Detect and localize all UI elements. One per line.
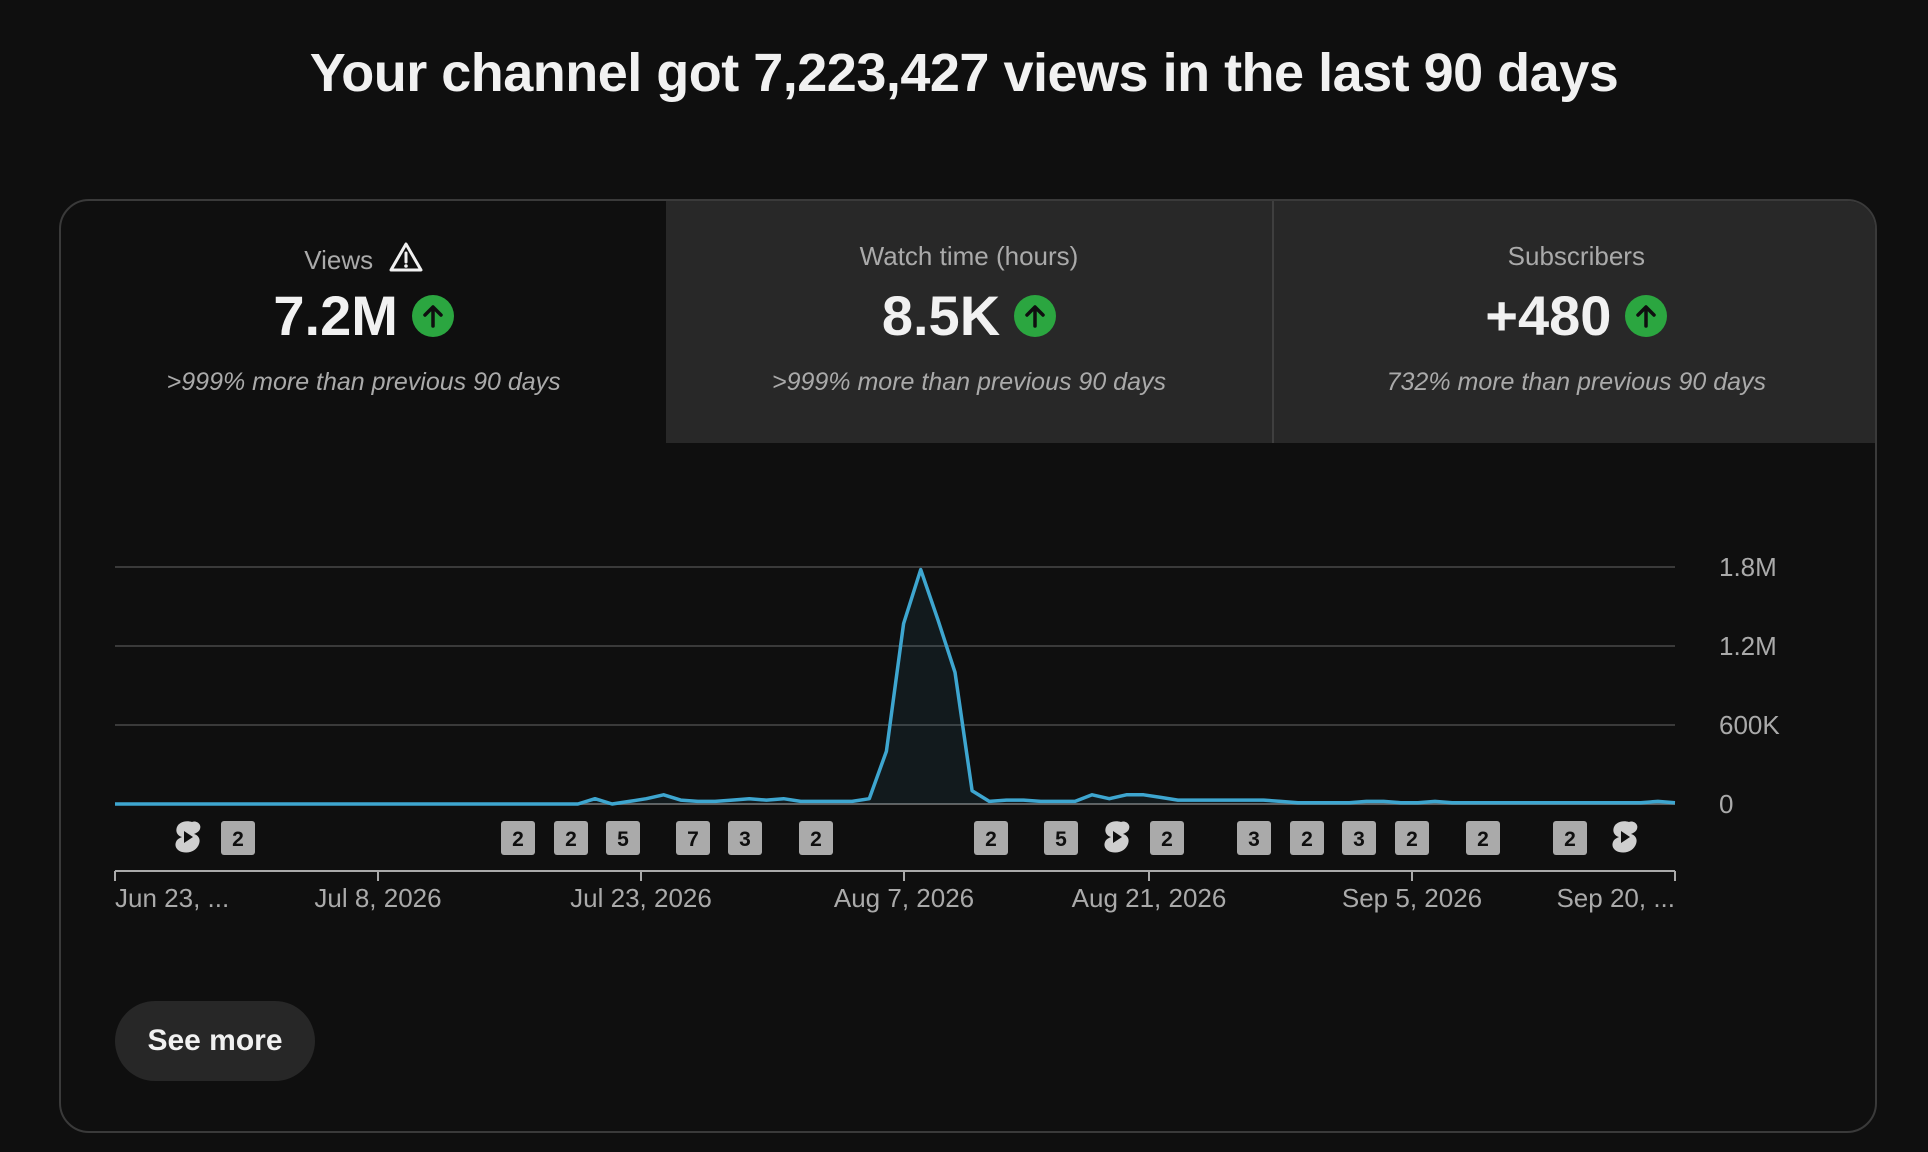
upload-count-label: 3	[1353, 828, 1365, 851]
upload-count-label: 5	[1055, 828, 1067, 851]
upload-count-marker	[974, 821, 1008, 855]
y-tick-label: 0	[1719, 789, 1733, 819]
y-tick-label: 1.8M	[1719, 552, 1777, 582]
upload-count-marker	[1553, 821, 1587, 855]
upload-count-marker	[728, 821, 762, 855]
tab-subscribers-comparison: 732% more than previous 90 days	[1386, 368, 1767, 396]
upload-count-label: 2	[810, 828, 822, 851]
upload-count-label: 2	[1161, 828, 1173, 851]
shorts-icon	[1612, 821, 1638, 853]
tab-watch-time[interactable]: Watch time (hours) 8.5K >999% more than …	[666, 201, 1272, 443]
upload-count-marker	[501, 821, 535, 855]
upload-count-label: 2	[565, 828, 577, 851]
x-tick-label: Jul 23, 2026	[570, 883, 712, 913]
views-area	[115, 569, 1675, 804]
upload-count-marker	[799, 821, 833, 855]
upload-count-label: 2	[512, 828, 524, 851]
analytics-card: Views 7.2M >999% more than previous 90 d…	[59, 199, 1877, 1133]
warning-triangle-icon[interactable]	[389, 241, 423, 280]
x-tick-label: Aug 21, 2026	[1072, 883, 1227, 913]
tab-views-value: 7.2M	[273, 284, 398, 347]
upload-count-marker	[676, 821, 710, 855]
tab-subscribers-label: Subscribers	[1507, 241, 1645, 271]
tab-watch-time-label: Watch time (hours)	[859, 241, 1079, 271]
tab-views[interactable]: Views 7.2M >999% more than previous 90 d…	[61, 201, 666, 443]
upload-count-marker	[221, 821, 255, 855]
tab-watch-time-comparison: >999% more than previous 90 days	[771, 368, 1166, 396]
upload-count-marker	[1342, 821, 1376, 855]
upload-count-marker	[1044, 821, 1078, 855]
upload-count-marker	[1395, 821, 1429, 855]
page-headline: Your channel got 7,223,427 views in the …	[309, 43, 1619, 103]
shorts-icon	[1104, 821, 1130, 853]
x-tick-label: Jul 8, 2026	[314, 883, 441, 913]
x-tick-label: Sep 5, 2026	[1342, 883, 1482, 913]
views-chart[interactable]: 1.8M 1.2M 600K 0 Jun 23, ... Jul 8, 2026 Jul 2…	[61, 443, 1875, 1003]
upload-count-marker	[1466, 821, 1500, 855]
tab-views-comparison: >999% more than previous 90 days	[166, 368, 561, 396]
shorts-icon	[175, 821, 201, 853]
y-tick-label: 1.2M	[1719, 631, 1777, 661]
upload-count-label: 2	[1301, 828, 1313, 851]
views-series-line	[115, 567, 1676, 806]
arrow-up-icon	[1625, 294, 1668, 337]
upload-count-marker	[606, 821, 640, 855]
upload-count-label: 3	[1248, 828, 1260, 851]
x-tick-label: Jun 23, ...	[115, 883, 229, 913]
upload-count-label: 2	[232, 828, 244, 851]
tab-watch-time-value: 8.5K	[881, 284, 1001, 347]
upload-count-label: 2	[1406, 828, 1418, 851]
arrow-up-icon	[411, 294, 454, 337]
x-tick-label: Aug 7, 2026	[834, 883, 974, 913]
x-tick-label: Sep 20, ...	[1556, 883, 1675, 913]
arrow-up-icon	[1014, 294, 1057, 337]
upload-count-label: 2	[1477, 828, 1489, 851]
upload-count-label: 3	[739, 828, 751, 851]
upload-count-label: 2	[985, 828, 997, 851]
upload-count-label: 7	[687, 828, 699, 851]
upload-count-marker	[554, 821, 588, 855]
metric-tabs: Views 7.2M >999% more than previous 90 d…	[61, 201, 1875, 443]
tab-views-label: Views	[304, 245, 374, 275]
upload-count-marker	[1290, 821, 1324, 855]
see-more-button[interactable]: See more	[115, 1001, 315, 1081]
upload-count-marker	[1150, 821, 1184, 855]
tab-subscribers[interactable]: Subscribers +480 732% more than previous…	[1271, 201, 1875, 443]
upload-count-marker	[1237, 821, 1271, 855]
upload-count-label: 2	[1564, 828, 1576, 851]
upload-count-label: 5	[617, 828, 629, 851]
tab-subscribers-value: +480	[1485, 284, 1612, 347]
views-chart-svg: 1.8M 1.2M 600K 0 Jun 23, ... Jul 8, 2026 Jul 2…	[114, 552, 1780, 913]
y-tick-label: 600K	[1719, 710, 1780, 740]
